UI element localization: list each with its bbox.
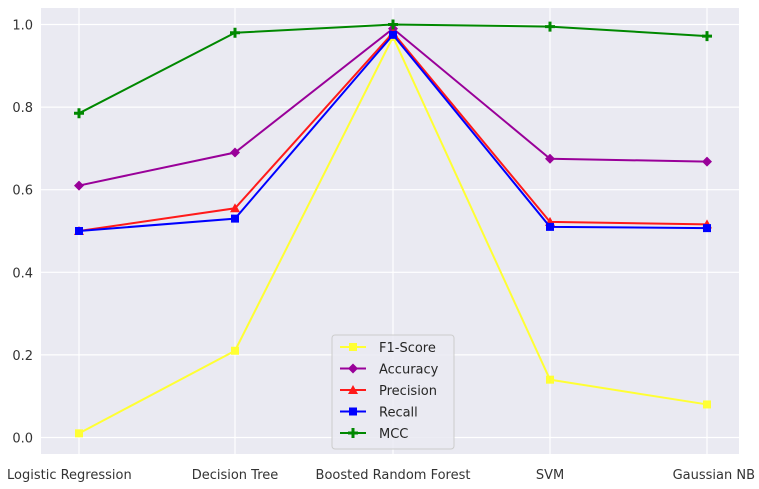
legend-label: Recall <box>379 406 418 421</box>
legend: F1-Score Accuracy Precision Recall MCC <box>331 334 455 450</box>
legend-label: Accuracy <box>379 363 439 378</box>
data-point <box>702 156 712 167</box>
data-point <box>702 31 712 42</box>
legend-entry: Precision <box>340 384 437 399</box>
data-point <box>230 147 240 158</box>
y-tick-label: 0.8 <box>12 101 33 116</box>
legend-swatch-marker <box>348 428 358 438</box>
legend-swatch-marker <box>349 343 357 351</box>
data-point <box>75 227 83 235</box>
legend-swatch-marker <box>349 407 357 416</box>
legend-entry: MCC <box>340 427 408 442</box>
x-tick-label: SVM <box>536 468 564 483</box>
x-tick-label: Boosted Random Forest <box>316 468 471 483</box>
y-tick-label: 0.2 <box>12 349 33 364</box>
data-point <box>74 180 84 191</box>
data-point <box>230 27 240 38</box>
legend-entry: Recall <box>340 406 418 421</box>
legend-entry: F1-Score <box>340 341 436 356</box>
legend-swatch-marker <box>348 385 358 394</box>
y-tick-label: 0.6 <box>12 184 33 199</box>
legend-box <box>331 334 455 450</box>
legend-entry: Accuracy <box>340 363 439 378</box>
y-tick-label: 0.4 <box>12 266 33 281</box>
x-axis-ticks: Logistic Regression Decision Tree Boosted … <box>7 468 755 483</box>
data-point <box>545 21 555 32</box>
legend-swatch-marker <box>348 363 358 374</box>
data-point <box>231 346 239 355</box>
legend-label: F1-Score <box>379 341 436 356</box>
data-point <box>230 203 240 213</box>
legend-label: Precision <box>379 384 437 399</box>
data-point <box>546 375 554 384</box>
y-tick-label: 1.0 <box>12 19 33 34</box>
data-point <box>389 30 397 39</box>
data-point <box>388 19 398 30</box>
legend-label: MCC <box>379 427 408 442</box>
data-point <box>545 153 555 164</box>
x-tick-label: Logistic Regression <box>7 468 132 483</box>
y-tick-label: 0.0 <box>12 431 33 446</box>
data-point <box>75 429 83 438</box>
data-point <box>231 214 239 223</box>
data-point <box>703 224 711 233</box>
series-mcc <box>74 19 712 119</box>
data-point <box>546 222 554 231</box>
series-group <box>74 19 712 438</box>
y-axis-ticks: 0.0 0.2 0.4 0.6 0.8 1.0 <box>12 19 33 447</box>
data-point <box>74 108 84 119</box>
data-point <box>703 400 711 409</box>
x-tick-label: Decision Tree <box>192 468 279 483</box>
x-tick-label: Gaussian NB <box>673 468 755 483</box>
series-recall <box>75 30 711 235</box>
